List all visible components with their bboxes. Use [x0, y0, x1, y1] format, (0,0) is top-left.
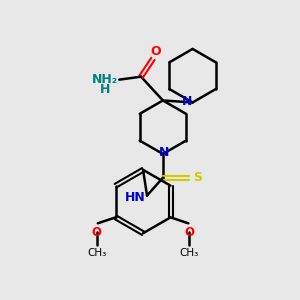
Text: CH₃: CH₃ — [180, 248, 199, 258]
Text: O: O — [92, 226, 102, 239]
Text: NH₂: NH₂ — [92, 73, 119, 86]
Text: CH₃: CH₃ — [87, 248, 106, 258]
Text: H: H — [100, 83, 111, 96]
Text: N: N — [159, 146, 169, 160]
Text: S: S — [193, 171, 202, 184]
Text: O: O — [151, 45, 161, 58]
Text: HN: HN — [125, 191, 146, 204]
Text: N: N — [182, 95, 192, 108]
Text: O: O — [184, 226, 194, 239]
